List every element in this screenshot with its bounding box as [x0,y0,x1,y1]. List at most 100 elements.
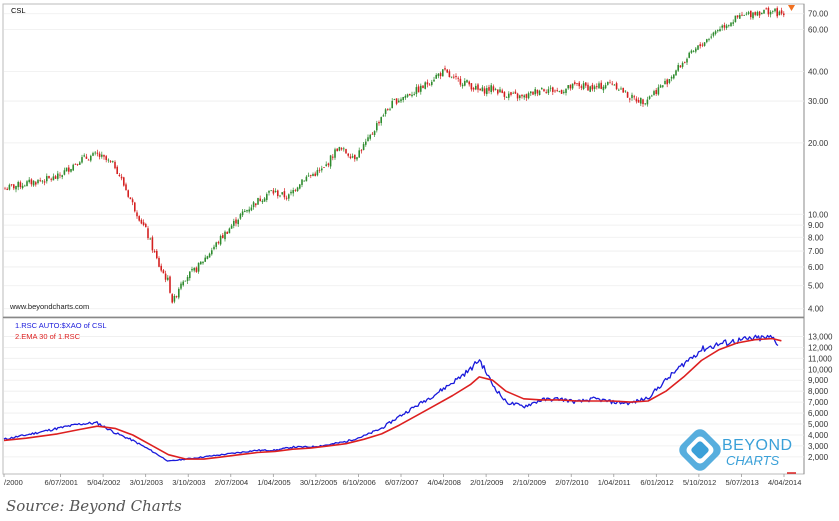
candle-body [384,109,387,114]
candle-body [728,24,730,26]
candle-body [684,61,686,63]
candle-body [334,149,336,158]
candle-body [622,87,624,93]
candle-body [274,191,277,193]
candle-body [303,180,305,182]
candle-body [74,163,77,165]
candle-body [587,84,589,91]
candle-body [156,250,158,259]
candle-body [411,94,413,97]
candle-body [6,188,8,190]
candle-body [453,76,455,78]
candle-body [424,82,426,89]
price-y-tick: 4.00 [808,305,824,314]
candle-body [193,268,195,271]
candle-body [398,100,400,103]
candle-body [138,216,140,221]
candle-body [26,181,28,187]
x-tick-label: 6/10/2006 [342,478,375,487]
candle-body [739,15,741,19]
candle-body [123,177,125,186]
x-tick-label: 2/10/2009 [513,478,546,487]
candle-body [101,154,103,157]
candle-body [114,161,116,169]
candle-body [252,202,255,208]
candle-body [439,73,442,77]
candle-body [186,277,189,281]
candle-body [268,191,270,193]
candle-body [681,62,684,67]
candle-body [772,10,774,12]
candle-body [490,85,492,93]
candle-body [125,184,127,191]
price-y-tick: 6.00 [808,263,824,272]
candle-body [362,144,365,151]
candle-body [426,82,429,85]
candle-body [666,79,668,85]
x-axis: /2000 6/07/2001 5/04/2002 3/01/2003 3/10/200… [3,474,801,487]
candle-body [719,29,721,32]
candle-body [697,45,699,50]
candle-body [714,31,717,34]
candle-body [618,89,620,91]
candle-body [527,93,530,99]
candle-body [523,95,525,98]
candle-body [105,156,107,160]
candle-body [283,191,286,198]
candle-body [233,220,235,226]
candle-body [428,84,431,86]
candle-body [708,39,710,40]
candle-body [655,90,657,94]
rsc-y-tick: 10,000 [808,365,833,374]
candle-body [585,82,587,86]
candle-body [391,100,393,109]
candle-body [765,8,767,10]
candle-body [431,81,433,85]
candle-body [642,99,644,105]
candle-body [314,173,316,176]
candle-body [263,198,266,202]
candle-body [635,98,638,102]
logo-line2: CHARTS [726,453,780,468]
candle-body [400,99,402,102]
candle-body [189,271,191,279]
candle-body [554,90,556,92]
candle-body [464,81,466,86]
candle-body [420,85,422,92]
candle-body [763,9,765,14]
candle-body [532,91,534,95]
candle-body [169,276,171,293]
candle-body [261,200,264,203]
candle-body [85,156,88,159]
candle-body [415,87,418,95]
candle-body [433,79,435,82]
candle-body [57,173,59,179]
candle-body [477,84,479,90]
candle-body [96,152,99,154]
candle-body [380,117,382,124]
candle-body [783,13,785,16]
x-tick-label: 4/04/2008 [428,478,461,487]
candle-body [226,232,228,234]
candle-body [54,176,57,179]
candle-body [659,85,662,88]
candle-body [367,137,369,142]
logo-line1: BEYOND [722,437,793,454]
watermark: www.beyondcharts.com [9,302,89,311]
candle-body [479,88,481,91]
rsc-y-tick: 9,000 [808,376,829,385]
candle-body [549,87,552,89]
candle-body [325,164,327,166]
candle-body [191,269,193,271]
price-y-tick: 70.00 [808,10,829,19]
candle-body [567,85,569,89]
candle-body [413,93,415,95]
candle-body [695,48,697,52]
x-tick-label: 6/07/2007 [385,478,418,487]
candle-body [61,175,63,177]
candle-body [525,94,528,98]
candle-body [435,74,437,79]
candle-body [158,258,160,267]
candle-body [710,36,712,38]
candle-body [294,190,297,191]
